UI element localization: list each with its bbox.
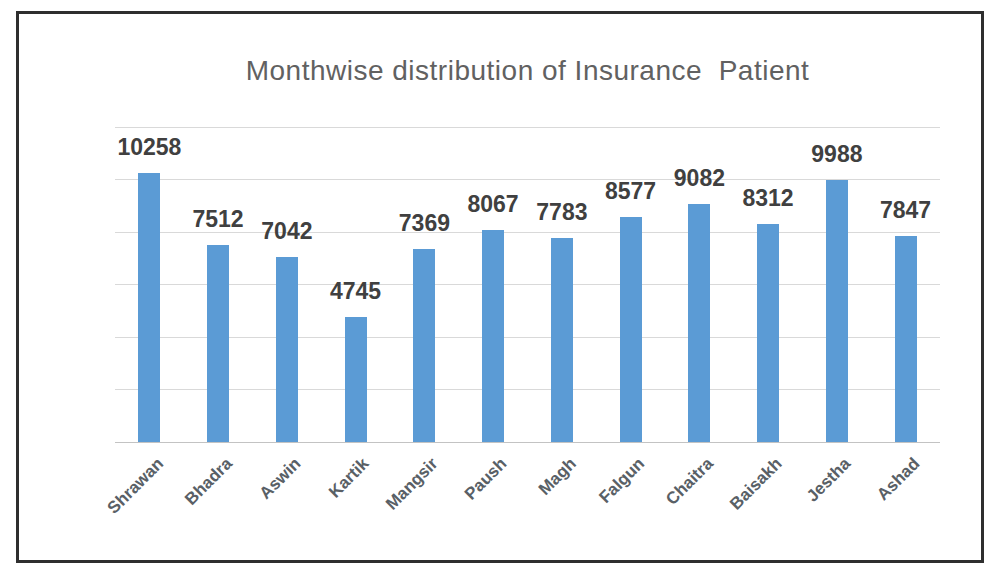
x-axis-label: Baisakh xyxy=(726,454,786,514)
x-axis-label: Bhadra xyxy=(181,454,237,510)
bar-bhadra xyxy=(207,245,229,442)
data-label: 8312 xyxy=(698,184,838,212)
bar-ashad xyxy=(895,236,917,442)
plot-area: 10258Shrawan7512Bhadra7042Aswin4745Karti… xyxy=(0,0,1001,579)
x-axis-label: Magh xyxy=(535,454,581,500)
gridline xyxy=(115,284,940,285)
data-label: 9988 xyxy=(767,140,907,168)
x-axis-label: Chaitra xyxy=(662,454,718,510)
gridline xyxy=(115,127,940,128)
bar-mangsir xyxy=(413,249,435,442)
x-axis-label: Kartik xyxy=(326,454,374,502)
data-label: 10258 xyxy=(79,133,219,161)
x-axis-label: Ashad xyxy=(873,454,924,505)
x-axis-line xyxy=(115,442,940,443)
data-label: 4745 xyxy=(286,277,426,305)
gridline xyxy=(115,337,940,338)
bar-magh xyxy=(551,238,573,442)
x-axis-label: Falgun xyxy=(595,454,649,508)
gridline xyxy=(115,179,940,180)
x-axis-label: Jestha xyxy=(803,454,855,506)
x-axis-label: Mangsir xyxy=(382,454,442,514)
x-axis-label: Aswin xyxy=(256,454,306,504)
gridline xyxy=(115,389,940,390)
bar-kartik xyxy=(345,317,367,442)
chart-image: Monthwise distribution of Insurance Pati… xyxy=(0,0,1001,579)
data-label: 7847 xyxy=(836,196,976,224)
bar-baisakh xyxy=(757,224,779,442)
data-label: 7042 xyxy=(217,217,357,245)
x-axis-label: Paush xyxy=(461,454,511,504)
bar-paush xyxy=(482,230,504,442)
x-axis-label: Shrawan xyxy=(103,454,167,518)
bar-falgun xyxy=(620,217,642,442)
bar-chaitra xyxy=(688,204,710,442)
